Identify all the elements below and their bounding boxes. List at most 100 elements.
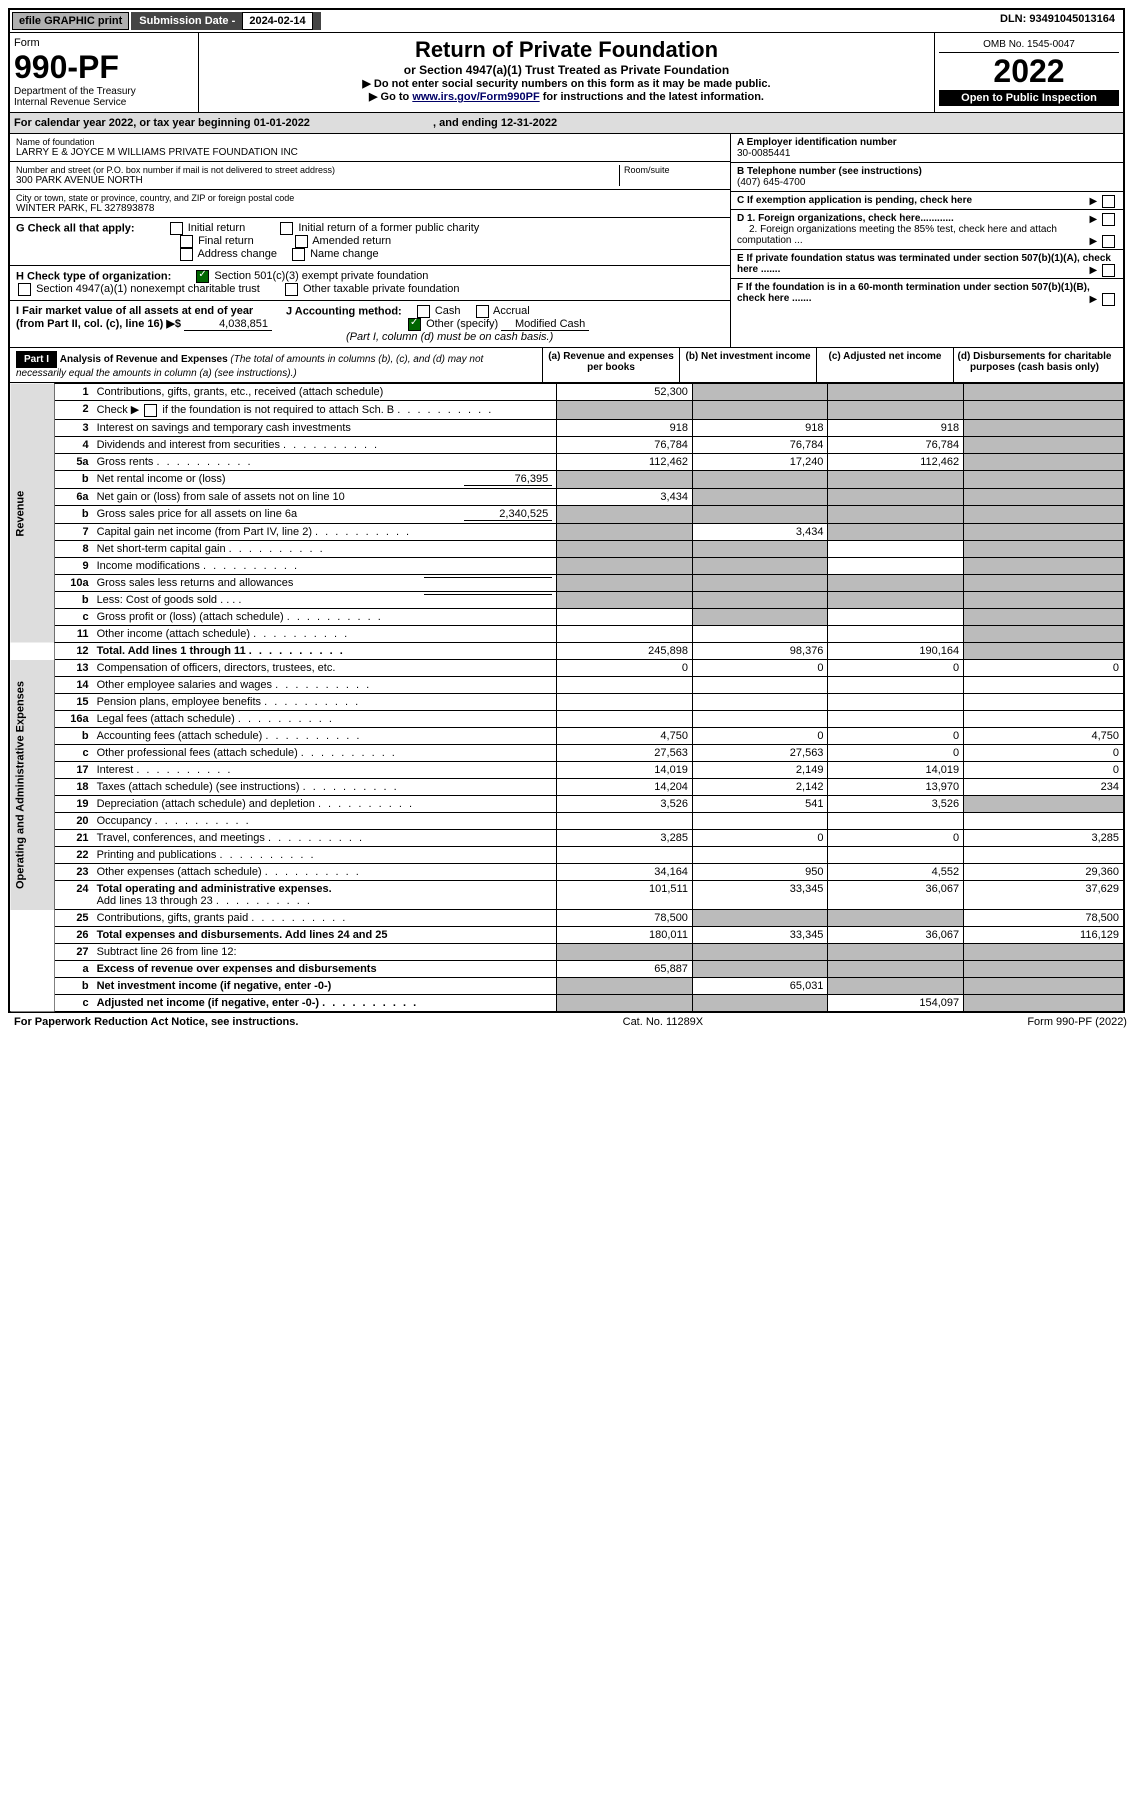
g-name-checkbox[interactable]	[292, 248, 305, 261]
line-10c: cGross profit or (loss) (attach schedule…	[10, 609, 1123, 626]
ln26-c: 36,067	[828, 927, 964, 944]
footer: For Paperwork Reduction Act Notice, see …	[8, 1013, 1129, 1031]
ln16b-num: b	[55, 728, 93, 745]
ln22-b	[692, 847, 828, 864]
footer-right: Form 990-PF (2022)	[1027, 1016, 1127, 1028]
ln5a-a: 112,462	[557, 454, 693, 471]
ln11-dd	[964, 626, 1123, 643]
ln14-d: Other employee salaries and wages	[97, 679, 272, 691]
ln18-c: 13,970	[828, 779, 964, 796]
ln16b-dd: 4,750	[964, 728, 1123, 745]
ln19-c: 3,526	[828, 796, 964, 813]
g-final-checkbox[interactable]	[180, 235, 193, 248]
ln6b-a	[557, 506, 693, 524]
ln16b-c: 0	[828, 728, 964, 745]
efile-print-button[interactable]: efile GRAPHIC print	[12, 12, 129, 30]
ln2-c	[828, 401, 964, 420]
ln16b-a: 4,750	[557, 728, 693, 745]
ln17-d: Interest	[97, 764, 134, 776]
ln11-b	[692, 626, 828, 643]
header-center: Return of Private Foundation or Section …	[199, 33, 934, 112]
d2-checkbox[interactable]	[1102, 235, 1115, 248]
ln27c-b	[692, 995, 828, 1012]
c-checkbox[interactable]	[1102, 195, 1115, 208]
g-initial-checkbox[interactable]	[170, 222, 183, 235]
ln10a-desc: Gross sales less returns and allowances	[93, 575, 557, 592]
ln4-num: 4	[55, 437, 93, 454]
j-other-checkbox[interactable]	[408, 318, 421, 331]
ln6a-b	[692, 489, 828, 506]
h-501c3-checkbox[interactable]	[196, 270, 209, 283]
ln4-c: 76,784	[828, 437, 964, 454]
e-checkbox[interactable]	[1102, 264, 1115, 277]
ln24-b: 33,345	[692, 881, 828, 910]
line-13: Operating and Administrative Expenses13C…	[10, 660, 1123, 677]
ln10b-c	[828, 592, 964, 609]
col-a-header: (a) Revenue and expenses per books	[542, 348, 679, 382]
ln17-b: 2,149	[692, 762, 828, 779]
j-other: Other (specify)	[426, 318, 498, 330]
ln3-c: 918	[828, 420, 964, 437]
ln16c-num: c	[55, 745, 93, 762]
form-number: 990-PF	[14, 49, 194, 86]
d1-checkbox[interactable]	[1102, 213, 1115, 226]
submission-date-value: 2024-02-14	[242, 12, 312, 30]
ln15-c	[828, 694, 964, 711]
info-right: A Employer identification number 30-0085…	[731, 134, 1123, 347]
instr-2-pre: ▶ Go to	[369, 91, 412, 103]
ln2-d2: if the foundation is not required to att…	[159, 404, 394, 416]
ln8-desc: Net short-term capital gain	[93, 541, 557, 558]
ln6a-c	[828, 489, 964, 506]
ln27b-c	[828, 978, 964, 995]
phone-value: (407) 645-4700	[737, 177, 1117, 188]
line-27b: bNet investment income (if negative, ent…	[10, 978, 1123, 995]
ln15-b	[692, 694, 828, 711]
line-8: 8Net short-term capital gain	[10, 541, 1123, 558]
ln16a-desc: Legal fees (attach schedule)	[93, 711, 557, 728]
street-cell: Number and street (or P.O. box number if…	[10, 162, 730, 190]
subdate-text: Submission Date -	[139, 15, 238, 27]
line-16a: 16aLegal fees (attach schedule)	[10, 711, 1123, 728]
ln27c-num: c	[55, 995, 93, 1012]
ln6a-a: 3,434	[557, 489, 693, 506]
ln20-d: Occupancy	[97, 815, 152, 827]
j-accrual-checkbox[interactable]	[476, 305, 489, 318]
a-label: A Employer identification number	[737, 137, 1117, 148]
ln10a-d: Gross sales less returns and allowances	[97, 577, 294, 589]
j-cash-checkbox[interactable]	[417, 305, 430, 318]
ln12-desc: Total. Add lines 1 through 11	[93, 643, 557, 660]
g-initial-former-checkbox[interactable]	[280, 222, 293, 235]
ln9-b	[692, 558, 828, 575]
ln2-a	[557, 401, 693, 420]
ln16b-d: Accounting fees (attach schedule)	[97, 730, 263, 742]
ln7-dd	[964, 524, 1123, 541]
ln7-num: 7	[55, 524, 93, 541]
ln16c-d: Other professional fees (attach schedule…	[97, 747, 298, 759]
part1-title: Analysis of Revenue and Expenses	[60, 354, 231, 365]
ln2-checkbox[interactable]	[144, 404, 157, 417]
expenses-side-label: Operating and Administrative Expenses	[10, 660, 55, 910]
ln16a-b	[692, 711, 828, 728]
header-right: OMB No. 1545-0047 2022 Open to Public In…	[934, 33, 1123, 112]
line-24: 24Total operating and administrative exp…	[10, 881, 1123, 910]
g-address-checkbox[interactable]	[180, 248, 193, 261]
ln25-desc: Contributions, gifts, grants paid	[93, 910, 557, 927]
ln16c-a: 27,563	[557, 745, 693, 762]
ln6b-desc: Gross sales price for all assets on line…	[93, 506, 557, 524]
dln-value: DLN: 93491045013164	[992, 10, 1123, 32]
h-4947-checkbox[interactable]	[18, 283, 31, 296]
ln12-dd	[964, 643, 1123, 660]
ln16a-c	[828, 711, 964, 728]
irs-link[interactable]: www.irs.gov/Form990PF	[412, 91, 539, 103]
h-other-checkbox[interactable]	[285, 283, 298, 296]
ln8-dd	[964, 541, 1123, 558]
ln2-d1: Check ▶	[97, 404, 140, 416]
ln16a-dd	[964, 711, 1123, 728]
part1-badge: Part I	[16, 351, 57, 368]
g-o1: Initial return	[188, 222, 245, 234]
ln1-d	[964, 384, 1123, 401]
ln5a-b: 17,240	[692, 454, 828, 471]
ln7-c	[828, 524, 964, 541]
f-checkbox[interactable]	[1102, 293, 1115, 306]
g-amended-checkbox[interactable]	[295, 235, 308, 248]
